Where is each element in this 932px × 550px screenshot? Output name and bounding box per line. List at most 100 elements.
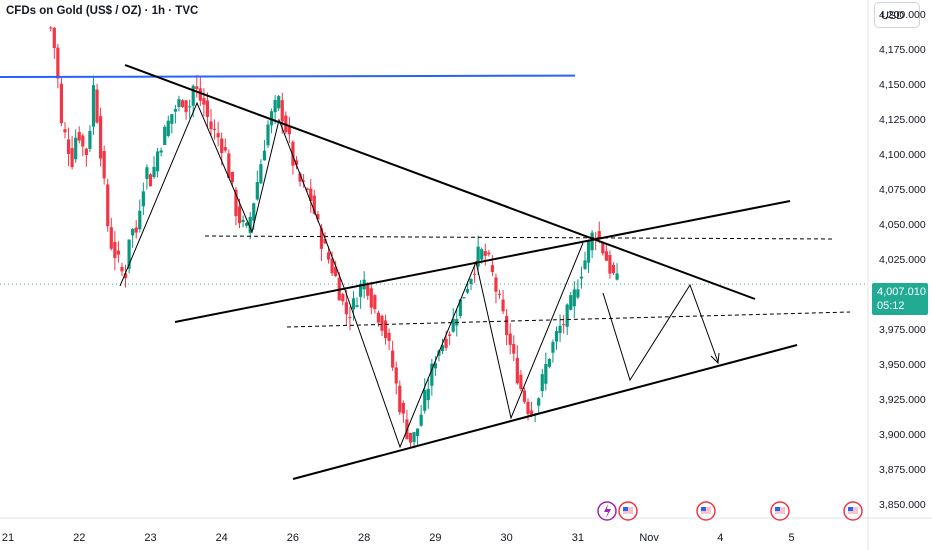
candle-body xyxy=(173,109,177,112)
current-price-tag: 4,007.010 05:12 xyxy=(872,283,928,315)
candle-body xyxy=(601,243,605,254)
candle-body xyxy=(515,357,519,384)
candle-body xyxy=(202,98,206,105)
x-tick-label: 21 xyxy=(2,532,14,544)
candle-body xyxy=(70,148,74,168)
bar-countdown: 05:12 xyxy=(877,300,905,312)
candle-body xyxy=(177,99,181,107)
candle-body xyxy=(245,223,249,226)
candle-body xyxy=(476,246,480,267)
candle-body xyxy=(547,358,551,367)
candle-body xyxy=(522,390,527,402)
flag-canton xyxy=(848,507,853,511)
candle-body xyxy=(63,129,67,133)
candle-body xyxy=(220,138,224,154)
candle-body xyxy=(505,316,509,335)
candle-body xyxy=(109,227,113,249)
candle-body xyxy=(373,295,377,310)
candle-body xyxy=(583,260,587,269)
candle-body xyxy=(391,350,395,368)
candle-body xyxy=(52,27,56,48)
candle-body xyxy=(84,148,88,156)
x-tick-label: 29 xyxy=(429,532,441,544)
lightning-icon xyxy=(604,504,611,518)
y-tick-label: 4,025.000 xyxy=(879,254,926,266)
flag-canton xyxy=(701,507,706,511)
candle-body xyxy=(369,288,373,308)
candle-body xyxy=(163,126,167,145)
y-tick-label: 4,125.000 xyxy=(879,114,926,126)
y-tick-label: 3,950.000 xyxy=(879,359,926,371)
candle-body xyxy=(433,363,438,369)
candle-body xyxy=(56,47,60,79)
candle-body xyxy=(579,276,584,279)
candle-body xyxy=(188,106,192,108)
candle-body xyxy=(341,294,345,302)
projected-path xyxy=(602,283,719,382)
projection-arrowhead xyxy=(710,352,720,365)
candle-body xyxy=(472,273,477,275)
candle-body xyxy=(252,203,256,221)
x-tick-label: 30 xyxy=(501,532,513,544)
candle-body xyxy=(141,191,145,207)
candle-body xyxy=(426,388,430,401)
candle-body xyxy=(398,385,402,413)
candle-body xyxy=(305,188,309,191)
candle-body xyxy=(529,410,534,416)
candle-body xyxy=(123,273,128,279)
candle-body xyxy=(255,181,259,200)
candle-body xyxy=(74,137,78,160)
candle-body xyxy=(298,173,302,182)
y-tick-label: 3,975.000 xyxy=(879,324,926,336)
candle-body xyxy=(230,172,234,182)
candle-body xyxy=(269,111,274,126)
candle-body xyxy=(113,241,117,259)
currency-selector[interactable]: USD xyxy=(874,2,920,28)
candle-body xyxy=(430,363,434,386)
y-tick-label: 4,150.000 xyxy=(879,79,926,91)
candle-body xyxy=(462,297,466,299)
y-tick-label: 4,100.000 xyxy=(879,149,926,161)
candle-body xyxy=(551,341,555,353)
candle-body xyxy=(608,254,612,274)
candle-body xyxy=(501,299,505,312)
candle-body xyxy=(116,250,121,255)
resistance-line xyxy=(0,74,576,78)
candle-body xyxy=(415,428,420,437)
x-tick-label: Nov xyxy=(639,532,659,544)
candle-body xyxy=(180,100,185,107)
candle-body xyxy=(277,96,281,109)
candle-body xyxy=(138,210,142,230)
candle-body xyxy=(544,364,548,384)
y-tick-label: 3,900.000 xyxy=(879,429,926,441)
candle-body xyxy=(234,189,238,217)
candle-body xyxy=(152,166,156,178)
candle-body xyxy=(131,229,135,236)
candle-body xyxy=(490,265,494,272)
rising-channel-lower xyxy=(292,344,798,480)
candle-body xyxy=(212,128,217,130)
candle-body xyxy=(469,279,473,284)
candle-body xyxy=(81,135,85,147)
y-tick-label: 3,875.000 xyxy=(879,464,926,476)
candle-body xyxy=(594,237,598,239)
rising-channel-upper xyxy=(174,200,791,323)
wave-zigzag xyxy=(119,101,584,449)
candle-body xyxy=(558,325,562,334)
candle-body xyxy=(611,265,616,274)
candle-body xyxy=(287,126,291,135)
current-price: 4,007.010 xyxy=(877,286,926,298)
candle-body xyxy=(266,124,270,146)
candle-body xyxy=(205,100,210,117)
candle-body xyxy=(148,174,153,187)
candle-body xyxy=(259,164,263,184)
candle-body xyxy=(401,402,405,414)
candle-body xyxy=(49,27,53,29)
candle-body xyxy=(102,151,106,179)
candle-body xyxy=(184,100,188,113)
candle-body xyxy=(145,167,149,179)
candle-body xyxy=(380,315,384,331)
candle-body xyxy=(95,89,99,123)
candle-body xyxy=(465,289,470,293)
